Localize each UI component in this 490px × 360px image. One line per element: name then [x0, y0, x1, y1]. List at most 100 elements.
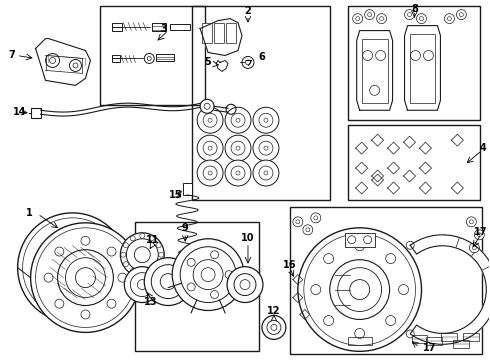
Circle shape [236, 146, 240, 150]
Circle shape [267, 320, 281, 334]
Ellipse shape [30, 223, 140, 332]
Circle shape [236, 171, 240, 175]
Circle shape [151, 265, 185, 298]
Circle shape [211, 291, 219, 298]
Circle shape [172, 239, 244, 310]
Bar [135, 222, 259, 351]
Circle shape [324, 253, 334, 264]
Bar [410, 33, 436, 103]
Circle shape [203, 141, 217, 155]
Circle shape [159, 252, 164, 257]
Polygon shape [357, 31, 392, 110]
Circle shape [386, 316, 396, 325]
Circle shape [180, 247, 236, 302]
Circle shape [253, 135, 279, 161]
Circle shape [311, 213, 321, 223]
Circle shape [406, 241, 414, 249]
Circle shape [140, 271, 145, 276]
Text: 14: 14 [13, 107, 26, 117]
Bar [348, 337, 371, 345]
Circle shape [324, 316, 334, 325]
Circle shape [130, 236, 135, 241]
Bar [112, 23, 122, 31]
Circle shape [225, 135, 251, 161]
Circle shape [181, 276, 193, 288]
Circle shape [149, 269, 154, 274]
Bar [156, 54, 174, 62]
Circle shape [231, 113, 245, 127]
Text: 13: 13 [144, 297, 157, 306]
Circle shape [355, 241, 365, 251]
Circle shape [264, 171, 268, 175]
Text: 10: 10 [241, 233, 255, 243]
Bar [152, 23, 166, 31]
Circle shape [124, 267, 160, 302]
Text: 3: 3 [160, 24, 167, 33]
Bar [290, 207, 482, 354]
Circle shape [474, 230, 484, 240]
Circle shape [130, 273, 154, 297]
Circle shape [298, 228, 421, 351]
Circle shape [304, 234, 416, 345]
Circle shape [253, 107, 279, 133]
Text: 8: 8 [411, 4, 418, 14]
Bar [426, 337, 442, 345]
Circle shape [197, 107, 223, 133]
Circle shape [123, 243, 128, 248]
Polygon shape [410, 235, 490, 344]
Circle shape [386, 253, 396, 264]
Text: 2: 2 [245, 6, 251, 15]
Circle shape [259, 113, 273, 127]
Text: 7: 7 [9, 50, 15, 60]
Circle shape [211, 251, 219, 259]
Circle shape [225, 160, 251, 186]
Bar [362, 39, 388, 103]
Circle shape [121, 233, 164, 276]
Bar [202, 23, 212, 42]
Circle shape [126, 239, 158, 271]
Circle shape [264, 118, 268, 122]
Text: 17: 17 [423, 343, 436, 354]
Bar [453, 340, 469, 348]
Circle shape [234, 274, 256, 296]
Circle shape [355, 328, 365, 338]
Circle shape [121, 252, 126, 257]
Polygon shape [36, 39, 91, 85]
Polygon shape [405, 26, 441, 110]
Circle shape [203, 166, 217, 180]
Text: 4: 4 [480, 143, 486, 153]
Circle shape [330, 260, 390, 319]
Circle shape [187, 258, 195, 266]
Circle shape [262, 315, 286, 339]
Bar [441, 333, 457, 341]
Bar [170, 24, 190, 30]
Text: 11: 11 [146, 235, 159, 245]
Circle shape [200, 99, 214, 113]
Circle shape [208, 146, 212, 150]
Circle shape [208, 171, 212, 175]
Circle shape [225, 107, 251, 133]
Circle shape [203, 113, 217, 127]
Circle shape [264, 146, 268, 150]
Text: 1: 1 [25, 208, 32, 218]
Circle shape [140, 233, 145, 238]
Circle shape [227, 267, 263, 302]
Text: 17: 17 [474, 227, 488, 237]
Bar [412, 336, 427, 343]
Circle shape [293, 217, 303, 227]
Text: 16: 16 [283, 260, 296, 270]
Circle shape [259, 166, 273, 180]
Circle shape [197, 160, 223, 186]
Bar [348, 6, 480, 120]
Bar [345, 233, 375, 247]
Text: 9: 9 [182, 223, 189, 233]
Text: 12: 12 [267, 306, 281, 316]
Circle shape [130, 269, 135, 274]
Circle shape [303, 225, 313, 235]
Circle shape [466, 217, 476, 227]
Bar [100, 6, 205, 105]
Circle shape [253, 160, 279, 186]
Circle shape [193, 260, 223, 289]
Polygon shape [200, 19, 242, 55]
Circle shape [338, 268, 382, 311]
